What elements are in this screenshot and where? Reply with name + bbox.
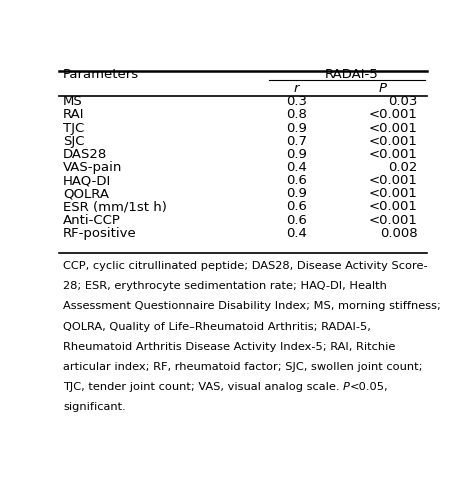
Text: <0.001: <0.001 [369, 174, 418, 187]
Text: TJC, tender joint count; VAS, visual analog scale.: TJC, tender joint count; VAS, visual ana… [63, 382, 343, 392]
Text: significant.: significant. [63, 402, 126, 412]
Text: Anti-CCP: Anti-CCP [63, 214, 121, 227]
Text: 0.6: 0.6 [286, 214, 307, 227]
Text: articular index; RF, rheumatoid factor; SJC, swollen joint count;: articular index; RF, rheumatoid factor; … [63, 362, 422, 372]
Text: 0.4: 0.4 [286, 161, 307, 174]
Text: SJC: SJC [63, 135, 84, 148]
Text: HAQ-DI: HAQ-DI [63, 174, 111, 187]
Text: <0.001: <0.001 [369, 108, 418, 121]
Text: P: P [379, 82, 386, 95]
Text: Parameters: Parameters [63, 68, 139, 80]
Text: 0.3: 0.3 [286, 95, 307, 108]
Text: <0.001: <0.001 [369, 135, 418, 148]
Text: 0.7: 0.7 [286, 135, 307, 148]
Text: <0.001: <0.001 [369, 214, 418, 227]
Text: 0.03: 0.03 [388, 95, 418, 108]
Text: 0.008: 0.008 [380, 227, 418, 240]
Text: CCP, cyclic citrullinated peptide; DAS28, Disease Activity Score-: CCP, cyclic citrullinated peptide; DAS28… [63, 261, 428, 271]
Text: RF-positive: RF-positive [63, 227, 137, 240]
Text: MS: MS [63, 95, 82, 108]
Text: <0.001: <0.001 [369, 148, 418, 161]
Text: 0.4: 0.4 [286, 227, 307, 240]
Text: <0.05,: <0.05, [350, 382, 389, 392]
Text: <0.001: <0.001 [369, 121, 418, 134]
Text: RAI: RAI [63, 108, 84, 121]
Text: 28; ESR, erythrocyte sedimentation rate; HAQ-DI, Health: 28; ESR, erythrocyte sedimentation rate;… [63, 281, 387, 292]
Text: 0.9: 0.9 [286, 148, 307, 161]
Text: DAS28: DAS28 [63, 148, 107, 161]
Text: ESR (mm/1st h): ESR (mm/1st h) [63, 201, 167, 214]
Text: r: r [293, 82, 299, 95]
Text: 0.6: 0.6 [286, 201, 307, 214]
Text: QOLRA: QOLRA [63, 187, 109, 201]
Text: 0.6: 0.6 [286, 174, 307, 187]
Text: 0.9: 0.9 [286, 187, 307, 201]
Text: TJC: TJC [63, 121, 84, 134]
Text: 0.8: 0.8 [286, 108, 307, 121]
Text: 0.02: 0.02 [388, 161, 418, 174]
Text: Assessment Questionnaire Disability Index; MS, morning stiffness;: Assessment Questionnaire Disability Inde… [63, 301, 441, 311]
Text: <0.001: <0.001 [369, 187, 418, 201]
Text: P: P [343, 382, 350, 392]
Text: 0.9: 0.9 [286, 121, 307, 134]
Text: <0.001: <0.001 [369, 201, 418, 214]
Text: VAS-pain: VAS-pain [63, 161, 122, 174]
Text: QOLRA, Quality of Life–Rheumatoid Arthritis; RADAI-5,: QOLRA, Quality of Life–Rheumatoid Arthri… [63, 321, 371, 332]
Text: RADAI-5: RADAI-5 [324, 68, 378, 80]
Text: Rheumatoid Arthritis Disease Activity Index-5; RAI, Ritchie: Rheumatoid Arthritis Disease Activity In… [63, 342, 395, 351]
